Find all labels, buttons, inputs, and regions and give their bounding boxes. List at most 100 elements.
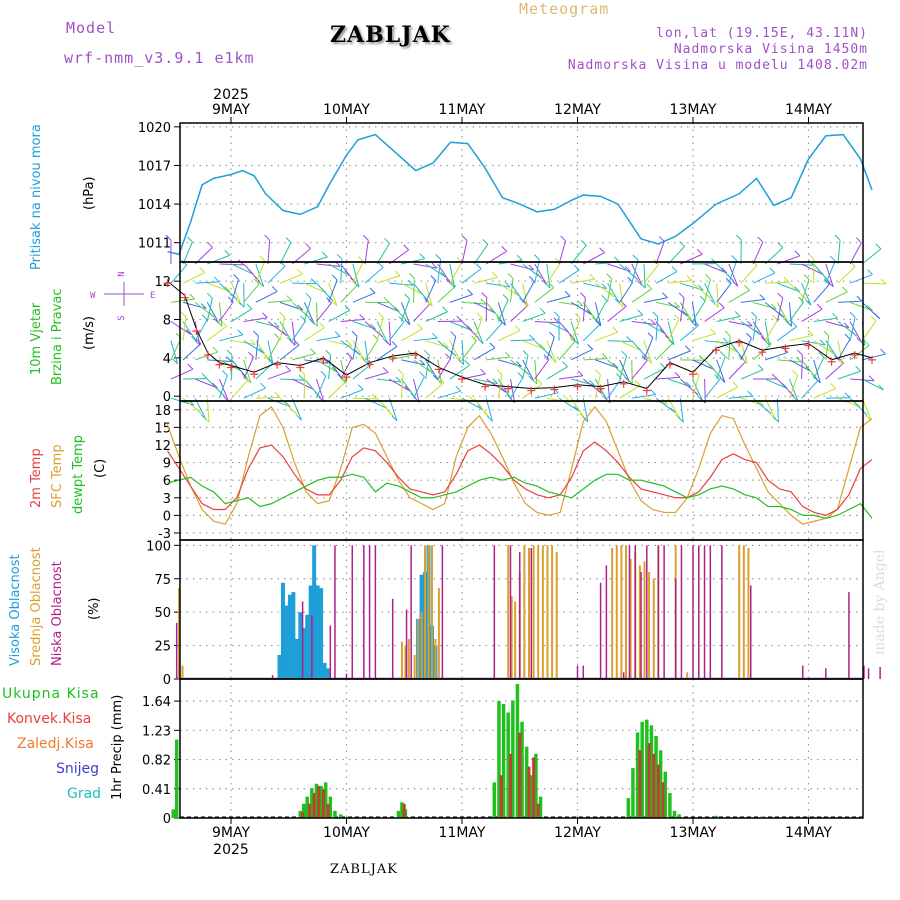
cloud-mid-bar-9 [427,545,430,679]
ytick-label-2-4: 9 [163,457,171,472]
gust-marker-12 [388,353,397,362]
cloud-high-bar-6 [298,612,303,679]
ytick-label-1-0: 0 [163,390,171,405]
cloud-mid-bar-2 [400,641,403,679]
precip-total-bar-21 [520,721,524,818]
cloud-low-bar-6 [345,673,348,679]
precip-total-bar-5 [310,788,314,818]
cloud-mid-bar-32 [643,561,646,679]
bottom-date-label-0: 9MAY [212,825,250,841]
cloud-mid-bar-10 [430,545,433,679]
precip-total-bar-10 [333,810,337,818]
compass-n: N [117,271,127,276]
precip-conv-bar-13 [638,750,642,818]
cloud-low-bar-35 [709,545,712,679]
panel-frame-0 [179,122,864,263]
cloud-low-bar-8 [363,545,365,679]
precip-total-bar-3 [302,803,306,818]
ytick-label-3-0: 0 [163,673,171,688]
gust-marker-27 [735,338,744,347]
gust-marker-10 [342,373,351,382]
cloud-mid-bar-24 [555,552,558,679]
gust-marker-7 [273,360,282,369]
precip-total-bar-8 [323,782,328,818]
precip-total-bar-18 [506,712,510,818]
bottom-date-label-3: 12MAY [554,825,601,841]
gust-marker-4 [215,360,224,369]
precip-total-bar-1 [174,739,179,818]
precip-total-bar-31 [649,725,654,818]
cloud-mid-bar-27 [620,545,623,679]
precip-total-bar-19 [511,700,515,818]
ytick-label-3-4: 100 [146,539,171,554]
gust-marker-28 [758,348,767,357]
top-date-label-5: 14MAY [785,102,832,118]
precip-total-bar-33 [658,750,663,818]
pressure-line [167,133,873,256]
precip-conv-bar-8 [509,753,513,818]
legend-hail: Grad [67,786,102,802]
legend-conv-rain: Konvek.Kisa [7,711,92,727]
cloud-mid-bar-15 [514,601,517,679]
precip-conv-bar-2 [312,793,316,818]
cloud-low-bar-30 [674,578,677,679]
precip-total-bar-27 [631,768,635,818]
gust-marker-22 [619,379,628,388]
ytick-label-2-2: 3 [163,492,171,507]
cloud-mid-bar-21 [541,545,544,679]
cloud-low-bar-37 [750,585,752,679]
precip-conv-bar-1 [308,803,312,818]
wind-speed-line [167,280,873,390]
cloud-mid-bar-34 [652,578,655,679]
cloud-mid-bar-13 [507,545,510,679]
cloud-low-bar-5 [334,545,336,679]
sfc-temp-line [166,405,873,525]
compass-e: E [150,291,155,301]
cloud-low-bar-17 [519,552,521,679]
ytick-label-3-3: 75 [154,573,171,588]
wind-barbs [165,234,887,423]
legend-freezing-rain: Zaledj.Kisa [17,736,94,752]
gust-marker-2 [192,327,201,336]
gust-marker-13 [411,351,420,360]
ytick-label-0-3: 1020 [138,121,171,136]
precip-total-bar-24 [534,753,538,818]
precip-total-bar-12 [396,810,401,818]
precip-total-bar-37 [677,814,681,818]
cloud-low-bar-19 [576,665,579,679]
cloud-low-bar-28 [657,545,660,679]
cloud-low-bar-22 [605,565,608,679]
ytick-label-0-2: 1017 [138,159,171,174]
model-elevation-label: Nadmorska Visina u modelu 1408.02m [567,58,868,73]
cloud-high-bar-1 [280,582,285,679]
precip-total-bar-30 [645,719,649,818]
precip-total-bar-13 [400,802,404,818]
ytick-label-3-2: 50 [154,606,171,621]
ytick-label-4-2: 0.82 [142,754,171,769]
top-date-label-1: 10MAY [323,102,370,118]
ytick-label-2-5: 12 [154,439,171,454]
precip-conv-bar-0 [301,812,305,818]
ytick-label-0-1: 1014 [138,198,171,213]
precip-total-bar-22 [524,746,529,818]
cloud-low-bar-15 [493,545,496,679]
ytick-label-2-6: 15 [154,421,171,436]
cloud-mid-bar-22 [546,545,549,679]
legend-total-rain: Ukupna Kisa [2,686,100,702]
precip-total-bar-34 [663,771,668,818]
cloud-low-bar-24 [628,545,631,679]
precip-conv-bar-6 [402,803,406,818]
ytick-label-4-4: 1.64 [142,695,171,710]
cloud-low-bar-32 [692,545,694,679]
ytick-label-4-1: 0.41 [142,783,171,798]
precip-total-bar-4 [305,796,309,818]
cloud-low-bar-2 [301,601,304,679]
precip-conv-bar-16 [656,764,660,818]
cloud-low-bar-20 [582,665,585,679]
precip-total-bar-11 [338,814,343,818]
cloud-high-bar-7 [301,628,306,679]
top-date-label-3: 12MAY [554,102,601,118]
ytick-label-4-0: 0 [163,812,171,827]
cloud-low-bar-13 [410,545,412,679]
gust-marker-25 [689,370,697,379]
